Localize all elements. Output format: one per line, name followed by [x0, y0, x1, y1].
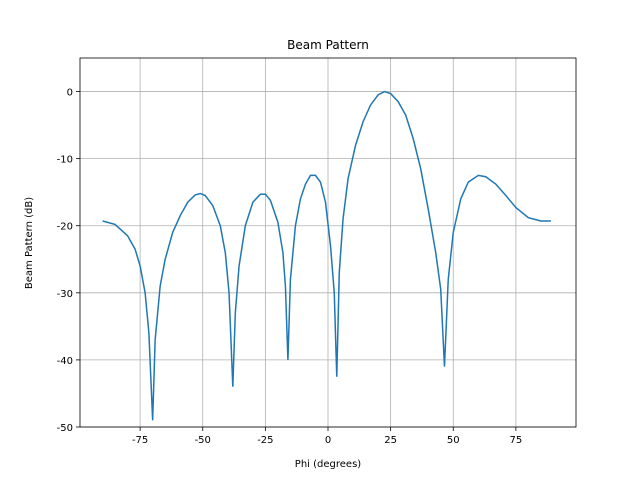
x-tick-label: -50	[195, 435, 211, 446]
y-axis-label: Beam Pattern (dB)	[24, 197, 35, 289]
y-tick-label: -40	[57, 356, 73, 367]
x-tick-label: -75	[132, 435, 148, 446]
chart-title: Beam Pattern	[287, 38, 369, 52]
y-tick-label: -10	[57, 155, 73, 166]
x-axis-label: Phi (degrees)	[295, 459, 361, 470]
data-line	[102, 90, 551, 421]
y-tick-label: 0	[67, 88, 73, 99]
y-tick-label: -50	[57, 423, 73, 434]
x-tick-label: -25	[257, 435, 273, 446]
x-tick-label: 50	[447, 435, 460, 446]
y-tick-label: -20	[57, 222, 73, 233]
x-tick-label: 25	[384, 435, 397, 446]
x-tick-label: 0	[325, 435, 331, 446]
plot-frame	[79, 57, 577, 428]
y-tick-label: -30	[57, 289, 73, 300]
x-tick-label: 75	[510, 435, 523, 446]
